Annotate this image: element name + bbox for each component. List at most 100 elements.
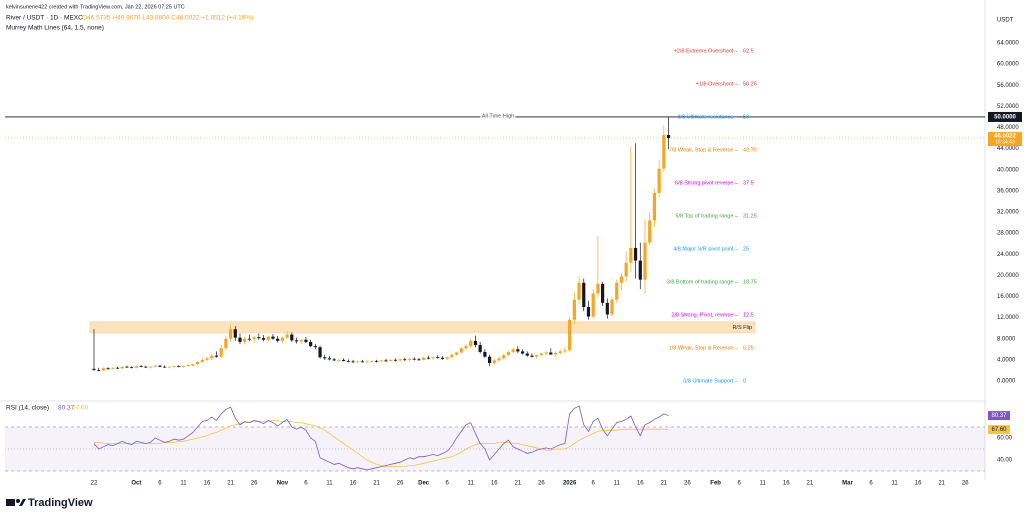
candle-body xyxy=(210,355,214,359)
candle-body xyxy=(502,355,506,359)
level-value: 56.25 xyxy=(743,81,757,87)
y-tick-label: 4.0000 xyxy=(997,357,1016,363)
candle-body xyxy=(553,353,558,355)
candle-body xyxy=(469,340,473,347)
indicator-name: Murrey Math Lines (64, 1.5, none) xyxy=(6,25,104,32)
ath-axis-box xyxy=(988,111,1022,122)
candle-body xyxy=(436,357,440,359)
candle-body xyxy=(252,337,256,340)
candle-body xyxy=(652,192,657,221)
level-label: 8/8 Ultimate resistance – xyxy=(677,114,738,120)
candle-body xyxy=(563,350,567,352)
x-tick-label: 16 xyxy=(204,481,211,487)
candle-body xyxy=(266,336,270,340)
candle-body xyxy=(337,359,341,361)
level-value: 12.5 xyxy=(743,312,754,318)
candle-body xyxy=(285,334,289,338)
level-label: 2/8 Strong, Pivot, reverse – xyxy=(671,312,739,318)
candle-body xyxy=(318,347,322,358)
brand: TradingView xyxy=(28,497,93,509)
candle-body xyxy=(120,366,124,369)
candle-body xyxy=(313,346,317,348)
rsi-tick-label: 60.00 xyxy=(997,436,1013,442)
x-tick-label: 6 xyxy=(592,481,596,487)
level-label: 7/8 Weak, Stop & Reverse – xyxy=(669,147,739,153)
candle-body xyxy=(167,366,171,368)
candle-body xyxy=(191,364,195,366)
candle-body xyxy=(657,168,661,193)
candle-body xyxy=(445,357,449,359)
y-tick-label: 20.0000 xyxy=(997,273,1019,279)
candle-body xyxy=(111,367,115,369)
ath-axis-label: 50.0000 xyxy=(994,115,1016,121)
level-label: 6/8 Strong pivot reverse – xyxy=(675,180,739,186)
candle-body xyxy=(455,352,459,355)
candle-body xyxy=(238,337,242,342)
candle-body xyxy=(163,366,167,368)
x-tick-label: 16 xyxy=(491,481,498,487)
candle-body xyxy=(549,352,553,355)
candle-body xyxy=(92,368,96,370)
candle-body xyxy=(586,307,591,317)
candle-body xyxy=(332,359,336,361)
candle-body xyxy=(629,247,633,263)
candle-body xyxy=(633,247,638,261)
x-tick-label: 21 xyxy=(514,481,521,487)
rsi-title: RSI (14, close) xyxy=(6,405,49,412)
candle-body xyxy=(299,339,303,342)
rsi-title-value: 80.37 xyxy=(58,405,75,412)
candle-body xyxy=(243,338,247,342)
x-tick-label: 26 xyxy=(684,481,691,487)
candle-body xyxy=(403,359,407,361)
candle-body xyxy=(327,358,332,360)
candles xyxy=(92,117,671,372)
candle-body xyxy=(487,356,492,364)
x-tick-label: 21 xyxy=(227,481,234,487)
zone xyxy=(89,321,756,334)
candle-body xyxy=(115,367,120,369)
level-value: 37.5 xyxy=(743,180,754,186)
y-tick-label: 24.0000 xyxy=(997,252,1019,258)
candle-body xyxy=(601,283,605,303)
y-tick-label: 8.0000 xyxy=(997,336,1016,342)
rsi-axis-label: 80.37 xyxy=(991,413,1007,419)
candle-body xyxy=(393,359,397,361)
candle-body xyxy=(572,299,576,320)
rsi-tick-label: 40.00 xyxy=(997,458,1013,464)
x-tick-label: 6 xyxy=(304,481,308,487)
candle-body xyxy=(144,366,148,368)
candle-body xyxy=(412,358,416,360)
x-tick-label: Feb xyxy=(710,481,721,487)
x-tick-label: 11 xyxy=(760,481,767,487)
level-value: 6.25 xyxy=(743,345,754,351)
candle-body xyxy=(224,338,228,349)
x-tick-label: 26 xyxy=(397,481,404,487)
candle-body xyxy=(158,365,162,367)
x-tick-label: 2026 xyxy=(563,481,577,487)
candle-body xyxy=(530,355,534,357)
x-tick-label: 11 xyxy=(468,481,475,487)
candle-body xyxy=(389,359,393,361)
candle-body xyxy=(643,242,647,280)
candle-body xyxy=(341,359,346,361)
candle-body xyxy=(398,359,402,361)
x-tick-label: 11 xyxy=(614,481,621,487)
level-label: 0/8 Ultimate Support – xyxy=(683,378,739,384)
last-price-label: 46.0022 xyxy=(994,134,1016,140)
y-tick-label: 32.0000 xyxy=(997,210,1019,216)
candle-body xyxy=(276,338,280,341)
y-tick-label: 40.0000 xyxy=(997,167,1019,173)
level-value: 0 xyxy=(743,378,746,384)
level-value: 31.25 xyxy=(743,213,757,219)
brand-logo xyxy=(6,499,26,506)
candle-body xyxy=(619,276,624,283)
level-value: 62.5 xyxy=(743,48,754,54)
candle-body xyxy=(535,355,539,357)
candle-body xyxy=(431,357,435,359)
x-tick-label: 21 xyxy=(806,481,813,487)
candle-body xyxy=(196,361,200,365)
candle-body xyxy=(106,368,110,370)
x-tick-label: 26 xyxy=(251,481,258,487)
candle-body xyxy=(125,366,129,368)
